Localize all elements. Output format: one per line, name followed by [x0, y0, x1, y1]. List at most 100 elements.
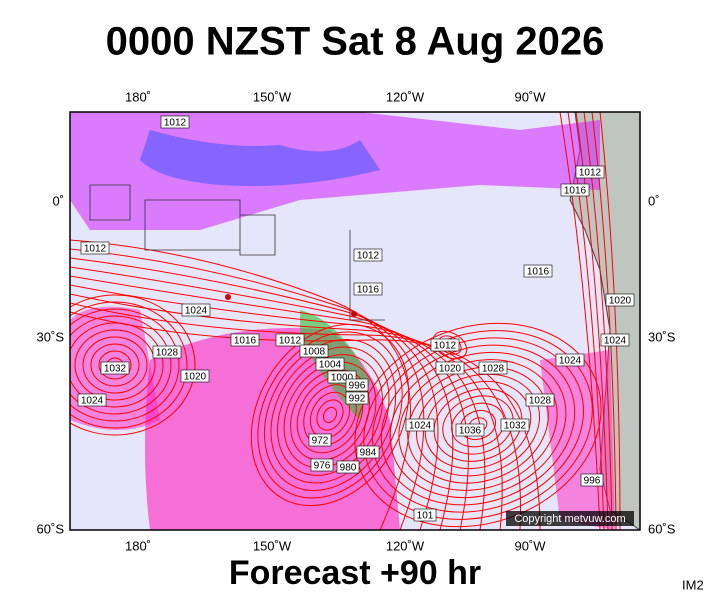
isobar: [424, 380, 532, 470]
grid-boxes: [89, 184, 385, 321]
isobar-label: 1024: [185, 306, 208, 317]
isobar-label-box: [80, 241, 110, 255]
lat-label-right: 30˚S: [648, 329, 676, 344]
isobar-label: 992: [349, 394, 366, 405]
isobar-label-box: [275, 333, 305, 347]
lon-label-top: 120˚W: [386, 89, 425, 104]
isobar: [270, 346, 390, 484]
isobar: [559, 112, 601, 530]
centre-mark: [351, 311, 357, 317]
isobar: [70, 294, 196, 436]
isobar-label-box: [299, 344, 329, 358]
title: 0000 NZST Sat 8 Aug 2026: [106, 20, 605, 64]
isobar-label: 1012: [164, 118, 187, 129]
isobar-label: 1020: [184, 372, 207, 383]
isobar-label-box: [430, 338, 460, 352]
map-frame: [69, 111, 641, 531]
isobar-label: 1020: [609, 296, 632, 307]
isobar-labels: 1012 1012 1012 1016 1016 1024 1016 1012 1008 1004…: [77, 115, 635, 522]
isobar-label: 1032: [504, 421, 527, 432]
isobar-label: 1028: [482, 364, 505, 375]
isobar-label: 1024: [604, 336, 627, 347]
map-area: [70, 112, 640, 530]
isobar-label-box: [600, 333, 630, 347]
isobar: [432, 330, 468, 360]
isobar: [283, 361, 377, 469]
lon-label-bottom: 180˚: [125, 538, 151, 553]
isobar: [575, 112, 609, 530]
isobar-label: 1032: [104, 364, 127, 375]
isobar: [74, 329, 156, 401]
isobar-label-box: [315, 357, 345, 371]
isobar: [90, 343, 140, 387]
isobar-label-box: [455, 423, 485, 437]
isobar-label-box: [180, 369, 210, 383]
isobar-label-box: [580, 473, 604, 487]
isobar-label-box: [308, 433, 332, 447]
isobar: [583, 112, 613, 530]
isobar: [277, 354, 383, 476]
isobar-label: 1012: [579, 168, 602, 179]
isobar-label: 976: [314, 461, 331, 472]
lat-label-right: 0˚: [648, 193, 660, 208]
lon-label-top: 90˚W: [514, 89, 546, 104]
isobar: [591, 112, 617, 530]
isobar: [70, 293, 503, 530]
isobar-label: 1012: [84, 244, 107, 255]
lon-label-top: 180˚: [125, 89, 151, 104]
isobar-label-box: [310, 458, 334, 472]
isobar-label: 1008: [303, 347, 326, 358]
centre-mark: [225, 294, 231, 300]
isobar-label-box: [435, 361, 465, 375]
isobar-label-box: [555, 353, 585, 367]
isobar-label-box: [152, 345, 182, 359]
isobar-label: 996: [584, 476, 601, 487]
isobar-label-box: [523, 264, 553, 278]
isobar-label-box: [478, 361, 508, 375]
isobar-label-box: [77, 393, 107, 407]
isobar-label-box: [353, 248, 383, 262]
isobar-label-box: [181, 303, 211, 317]
isobar-label: 1016: [234, 336, 257, 347]
isobar: [322, 406, 338, 424]
lat-label-left: 30˚S: [37, 329, 65, 344]
isobar-label-box: [413, 508, 437, 522]
lon-label-bottom: 90˚W: [514, 538, 546, 553]
isobar-label: 1012: [434, 341, 457, 352]
isobar: [599, 112, 621, 530]
isobar-label: 1028: [529, 396, 552, 407]
isobar-label-box: [353, 282, 383, 296]
isobar-label: 1036: [459, 426, 482, 437]
isobar-label-box: [336, 460, 360, 474]
isobar-label: 1016: [564, 186, 587, 197]
isobar-label: 1000: [331, 373, 354, 384]
isobar-label-box: [560, 183, 590, 197]
isobar-label: 1024: [559, 356, 582, 367]
isobar-label: 996: [349, 381, 366, 392]
isobar: [70, 239, 411, 530]
isobar-label: 1024: [81, 396, 104, 407]
isobar-label: 972: [312, 436, 329, 447]
isobar-label: 101: [417, 511, 434, 522]
isobar-label: 1004: [319, 360, 342, 371]
isobar-label-box: [405, 418, 435, 432]
isobar-label: 1016: [357, 285, 380, 296]
isobar-label: 1028: [156, 348, 179, 359]
isobar: [70, 301, 188, 429]
isobar-label-box: [356, 445, 380, 459]
isobar: [433, 388, 523, 462]
isobar-label: 1016: [527, 267, 550, 278]
isobar: [82, 336, 148, 394]
isobar-label-box: [500, 418, 530, 432]
copyright: Copyright metvuw.com: [514, 513, 625, 525]
rain-heavy: [140, 130, 380, 186]
isobar: [98, 350, 132, 380]
copyright-box: [506, 511, 634, 526]
isobar: [70, 257, 439, 530]
isobar-label-box: [605, 293, 635, 307]
isobar: [70, 248, 425, 530]
isobar-label: 1012: [357, 251, 380, 262]
isobar-label: 1020: [439, 364, 462, 375]
